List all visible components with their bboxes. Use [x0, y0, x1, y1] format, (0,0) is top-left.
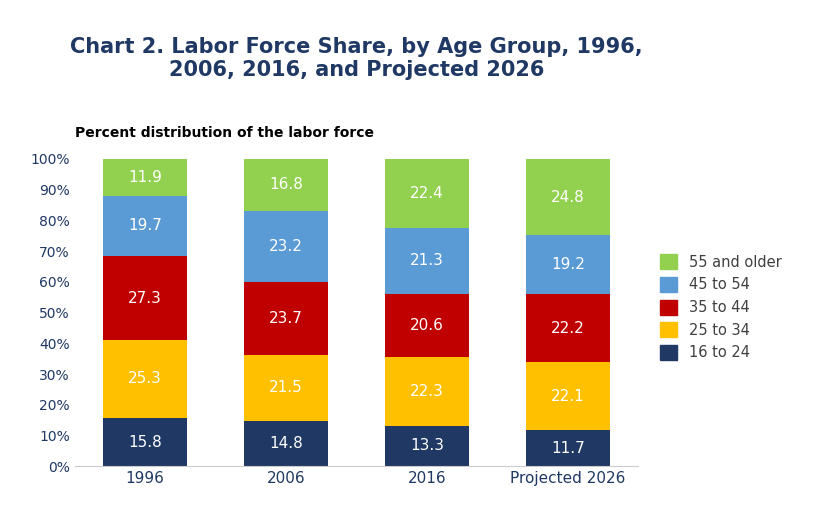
- Text: 25.3: 25.3: [128, 372, 161, 386]
- Text: 22.1: 22.1: [551, 389, 584, 404]
- Bar: [525, 430, 609, 466]
- Bar: [103, 418, 187, 466]
- Text: Chart 2. Labor Force Share, by Age Group, 1996,
2006, 2016, and Projected 2026: Chart 2. Labor Force Share, by Age Group…: [70, 37, 642, 81]
- Bar: [243, 355, 328, 421]
- Text: 21.5: 21.5: [269, 381, 302, 395]
- Text: 22.2: 22.2: [551, 321, 584, 336]
- Text: 21.3: 21.3: [410, 253, 443, 268]
- Bar: [103, 159, 187, 196]
- Text: 15.8: 15.8: [128, 435, 161, 449]
- Text: 23.7: 23.7: [269, 311, 302, 326]
- Bar: [243, 210, 328, 282]
- Bar: [525, 235, 609, 294]
- Text: 23.2: 23.2: [269, 239, 302, 254]
- Text: 20.6: 20.6: [410, 318, 443, 333]
- Text: 24.8: 24.8: [551, 190, 584, 205]
- Text: 13.3: 13.3: [409, 438, 444, 454]
- Bar: [103, 340, 187, 418]
- Text: 14.8: 14.8: [269, 436, 302, 451]
- Bar: [525, 294, 609, 363]
- Text: 22.3: 22.3: [410, 384, 443, 399]
- Text: Percent distribution of the labor force: Percent distribution of the labor force: [75, 127, 373, 140]
- Bar: [103, 256, 187, 340]
- Text: 19.2: 19.2: [551, 257, 584, 272]
- Bar: [384, 294, 469, 357]
- Text: 19.7: 19.7: [128, 218, 161, 233]
- Bar: [384, 228, 469, 294]
- Bar: [384, 357, 469, 426]
- Bar: [384, 426, 469, 466]
- Bar: [384, 160, 469, 228]
- Text: 22.4: 22.4: [410, 186, 443, 201]
- Bar: [243, 421, 328, 466]
- Text: 27.3: 27.3: [128, 290, 161, 306]
- Text: 11.9: 11.9: [128, 170, 161, 185]
- Bar: [103, 196, 187, 256]
- Bar: [243, 159, 328, 210]
- Bar: [525, 159, 609, 235]
- Bar: [243, 282, 328, 355]
- Legend: 55 and older, 45 to 54, 35 to 44, 25 to 34, 16 to 24: 55 and older, 45 to 54, 35 to 44, 25 to …: [653, 249, 787, 366]
- Bar: [525, 363, 609, 430]
- Text: 16.8: 16.8: [269, 178, 302, 192]
- Text: 11.7: 11.7: [551, 441, 584, 456]
